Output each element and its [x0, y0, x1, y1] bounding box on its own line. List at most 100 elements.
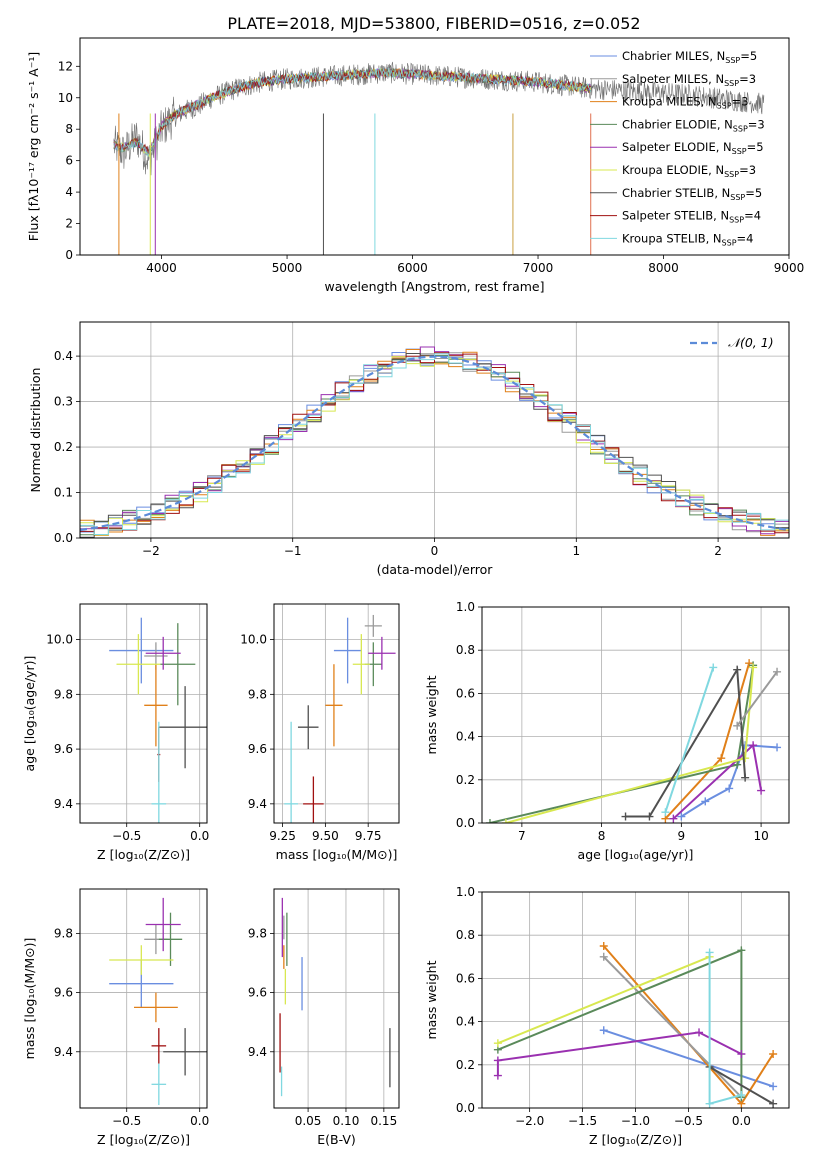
legend-nssp-eq: = [739, 163, 749, 177]
axes-frame [79, 321, 790, 539]
x-tick-label: 10 [753, 829, 768, 843]
legend-nssp-sub: SSP [729, 216, 744, 225]
legend-nssp-prefix: , N [717, 117, 733, 131]
data-point [151, 721, 167, 823]
axes-frame [273, 888, 400, 1109]
y-tick-label: 10.0 [46, 633, 73, 647]
axes-frame [79, 603, 208, 824]
legend-entry: Salpeter MILES, NSSP=3 [622, 72, 756, 88]
data-point [151, 1028, 167, 1064]
legend-model-name: Salpeter MILES [622, 72, 708, 86]
series-marker [501, 819, 510, 823]
series-marker [769, 1050, 778, 1058]
series-marker [749, 663, 758, 672]
x-axis-label: Z [log₁₀(Z/Z⊙)] [97, 1132, 190, 1147]
y-tick-label: 0.8 [456, 643, 475, 657]
legend-model-name: Kroupa MILES [622, 95, 701, 109]
legend-entry: Salpeter ELODIE, NSSP=5 [622, 140, 764, 156]
x-tick-label: 9 [678, 829, 686, 843]
plot-area [80, 346, 789, 538]
legend-nssp-sub: SSP [733, 124, 748, 133]
series-marker [757, 786, 766, 795]
legend-nssp-eq: = [744, 209, 754, 223]
series-marker [741, 754, 750, 763]
y-tick-label: 10 [58, 91, 73, 105]
y-tick-label: 0.8 [456, 928, 475, 942]
legend-nssp-value: 4 [754, 209, 761, 223]
x-tick-label: 9000 [774, 261, 805, 275]
series-marker [621, 812, 630, 821]
data-point [134, 992, 178, 1023]
series-marker [701, 797, 710, 806]
y-tick-label: 0.0 [456, 816, 475, 830]
plot-area [284, 614, 396, 823]
legend-model-name: Chabrier ELODIE [622, 117, 717, 131]
series-marker [493, 1071, 502, 1080]
chart-panel-spectrum: 4000 5000 6000 7000 8000 9000 0 2 4 6 8 10 12 wavelen… [26, 37, 805, 294]
legend-nssp-eq: = [739, 72, 749, 86]
y-axis-label: mass weight [424, 675, 439, 754]
legend-nssp-prefix: , N [706, 231, 722, 245]
x-tick-label: 8 [598, 829, 606, 843]
y-tick-label: 0.3 [54, 395, 73, 409]
x-axis-label: Z [log₁₀(Z/Z⊙)] [97, 847, 190, 862]
y-tick-label: 0.2 [54, 440, 73, 454]
normal-curve [80, 355, 789, 532]
legend-entry: Chabrier STELIB, NSSP=5 [622, 186, 762, 202]
legend-nssp-prefix: , N [714, 186, 730, 200]
y-tick-label: 0.6 [456, 686, 475, 700]
y-tick-label: 0.2 [456, 1058, 475, 1072]
legend-nssp-prefix: , N [716, 140, 732, 154]
series-line [736, 671, 778, 727]
x-tick-label: −2.0 [515, 1114, 544, 1128]
plot-area [113, 61, 765, 255]
y-tick-label: 9.4 [248, 1045, 267, 1059]
y-tick-label: 0.4 [456, 1015, 475, 1029]
data-point [145, 897, 181, 952]
legend-entry: Kroupa ELODIE, NSSP=3 [622, 163, 756, 179]
x-tick-label: 5000 [272, 261, 303, 275]
series-marker [769, 1082, 778, 1091]
x-axis-label: E(B-V) [317, 1132, 356, 1147]
y-tick-label: 1.0 [456, 885, 475, 899]
series-marker [705, 1099, 714, 1108]
legend-nssp-prefix: , N [701, 95, 717, 109]
x-tick-label: 0 [431, 544, 439, 558]
series-line [709, 1066, 774, 1105]
series-marker [493, 1056, 502, 1065]
legend-nssp-value: 3 [741, 95, 748, 109]
plot-area [279, 897, 391, 1097]
legend-nssp-prefix: , N [708, 72, 724, 86]
y-tick-label: 9.6 [248, 986, 267, 1000]
y-axis-label: age [log₁₀(age/yr)] [22, 656, 37, 772]
data-point [352, 634, 370, 695]
legend-nssp-sub: SSP [724, 170, 739, 179]
data-point [333, 617, 362, 684]
legend-nssp-eq: = [740, 49, 750, 63]
legend-nssp-eq: = [732, 95, 742, 109]
y-tick-label: 12 [58, 59, 73, 73]
legend-nssp-sub: SSP [725, 56, 740, 65]
legend-nssp-value: 5 [750, 49, 757, 63]
x-tick-label: −1 [284, 544, 302, 558]
data-point [297, 705, 319, 750]
axes-frame [79, 888, 208, 1109]
chart-panel-age-vs-mass: 9.25 9.50 9.75 9.4 9.6 9.8 10.0 mass [log₁₀(M/M… [240, 603, 400, 862]
x-tick-label: −1.0 [621, 1114, 650, 1128]
x-tick-label: 1 [572, 544, 580, 558]
series-line [664, 667, 715, 813]
series-marker [769, 1099, 778, 1108]
legend-nssp-eq: = [747, 140, 757, 154]
series-marker [599, 952, 608, 961]
series-marker [773, 667, 782, 676]
legend-nssp-sub: SSP [717, 102, 732, 111]
series-marker [669, 814, 678, 823]
y-tick-label: 9.8 [248, 926, 267, 940]
axes-frame [481, 606, 790, 824]
y-tick-label: 6 [65, 154, 73, 168]
y-tick-label: 9.8 [54, 926, 73, 940]
y-tick-label: 9.8 [54, 687, 73, 701]
plot-area [109, 897, 207, 1106]
legend-entry: Chabrier MILES, NSSP=5 [622, 49, 757, 65]
